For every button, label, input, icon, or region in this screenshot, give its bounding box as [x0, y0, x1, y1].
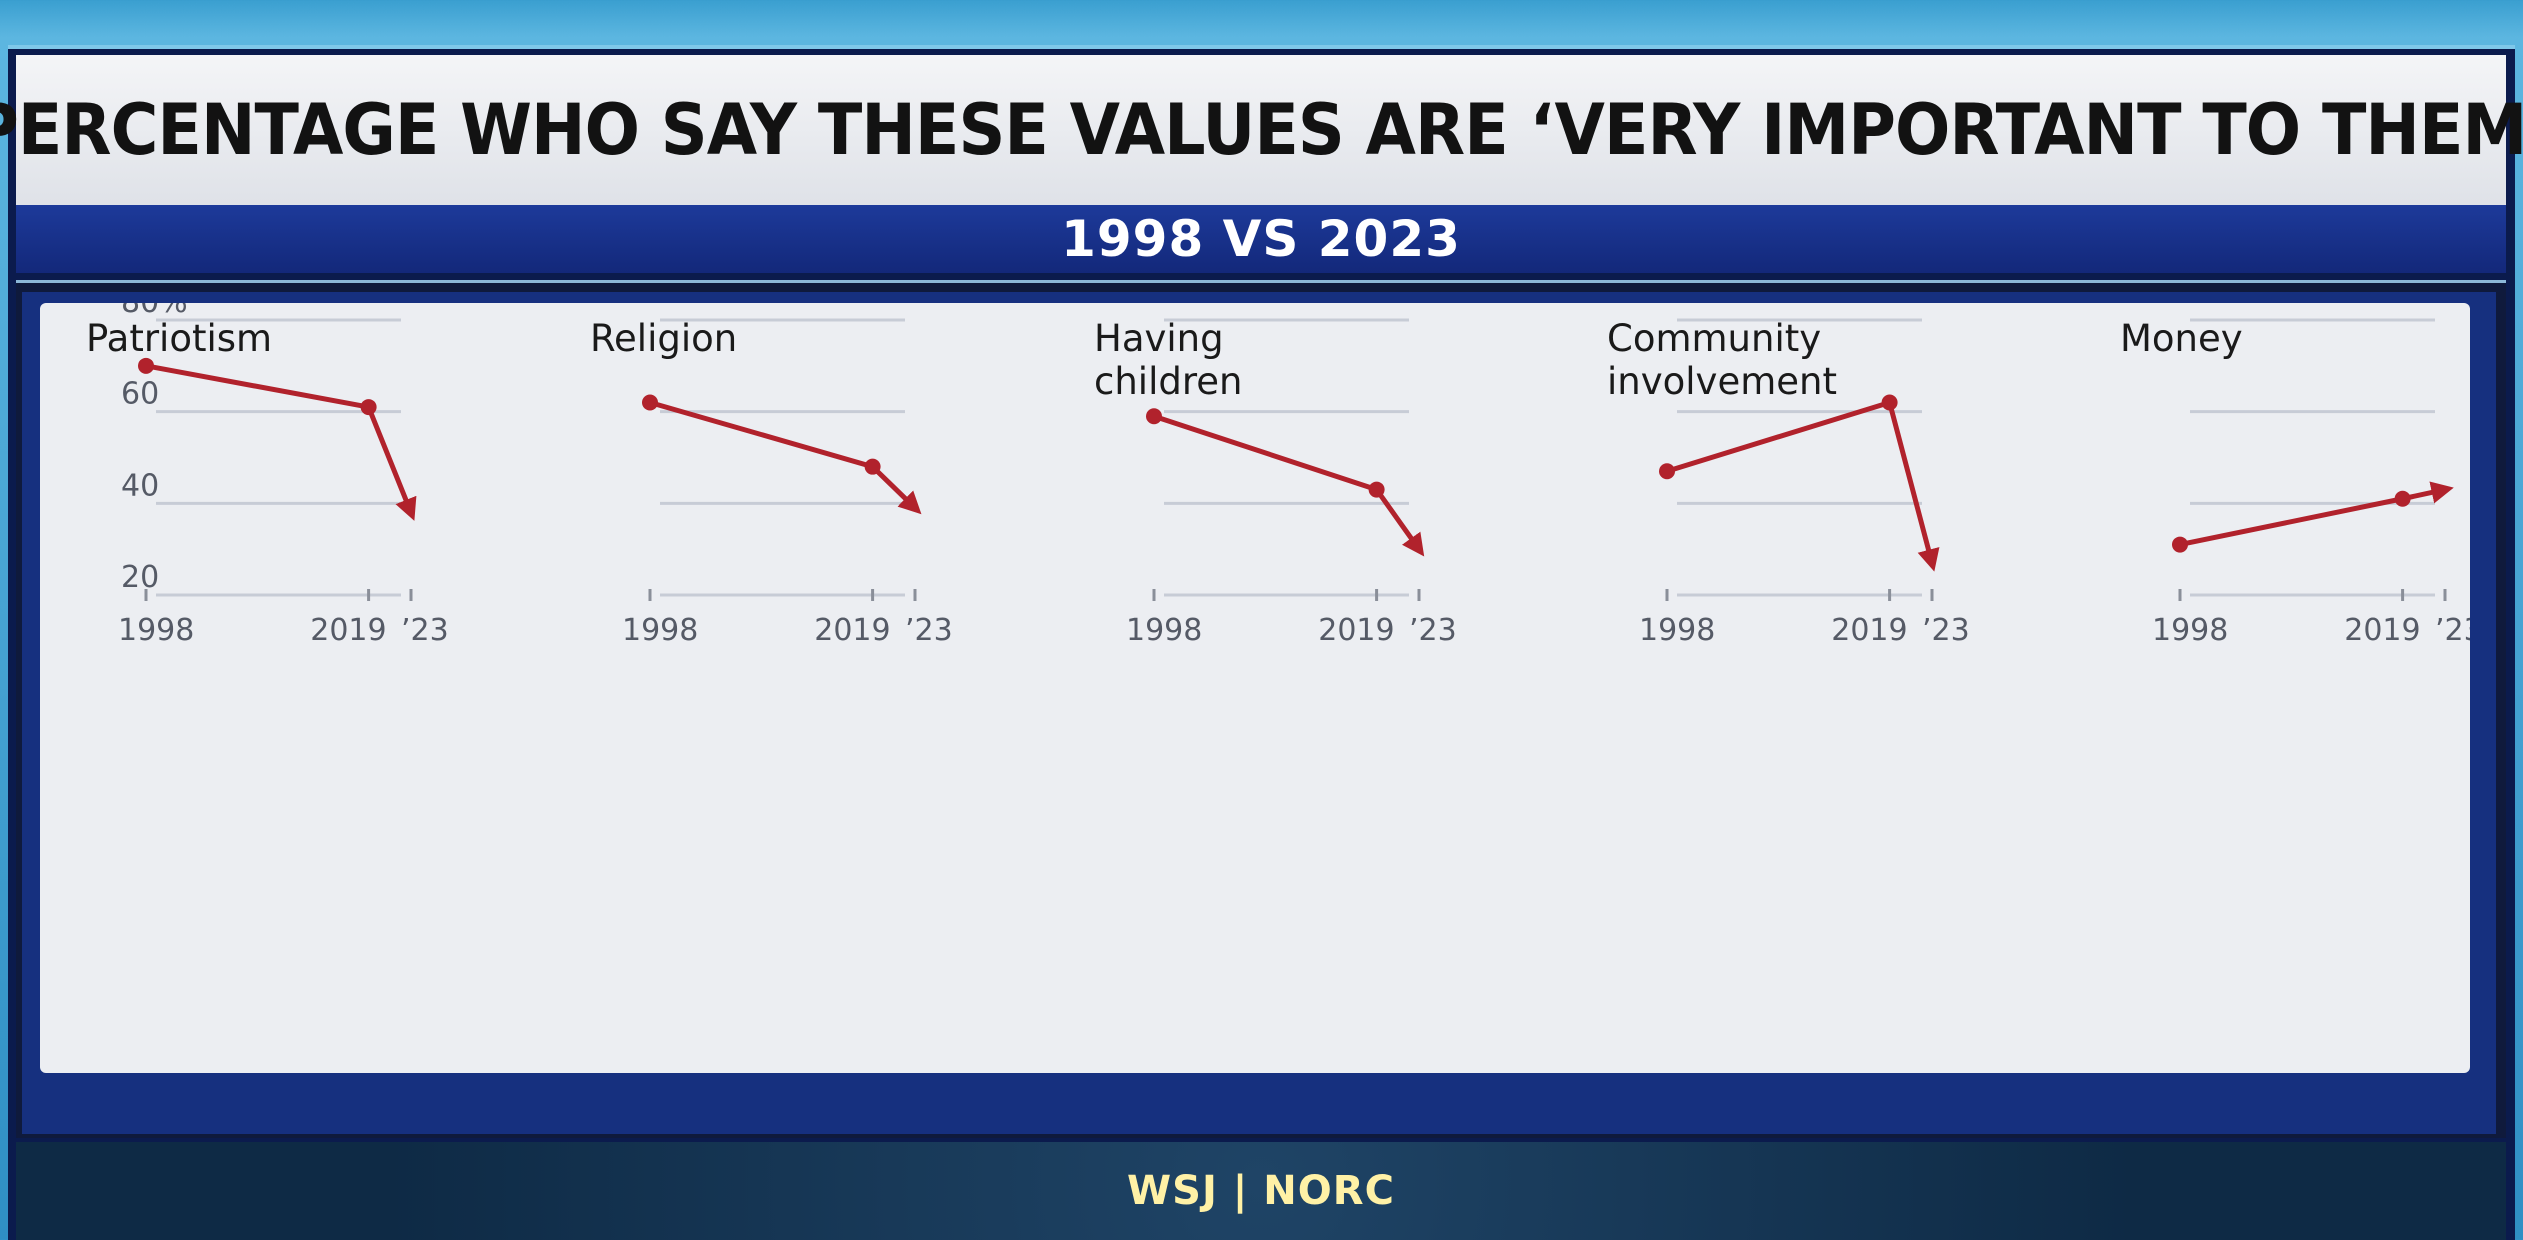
- panel-title: Having: [1094, 317, 1224, 360]
- y-tick-label: 60: [121, 377, 159, 412]
- data-point: [360, 399, 377, 416]
- panel-title: Patriotism: [86, 317, 272, 360]
- panel-patriotism: Patriotism80% 60 40 20 1998 2019 ’23: [86, 303, 449, 648]
- data-point: [1146, 408, 1162, 425]
- series-line: [649, 400, 922, 515]
- x-tick-label: ’23: [401, 613, 449, 648]
- x-tick-label: 2019: [814, 613, 890, 648]
- footer: WSJ | NORC: [16, 1142, 2506, 1240]
- data-point: [642, 394, 658, 411]
- x-tick-label: 1998: [2152, 613, 2228, 648]
- x-tick-label: 2019: [2344, 613, 2420, 648]
- series-line: [145, 363, 417, 521]
- subtitle-bar: 1998 VS 2023: [16, 205, 2506, 273]
- panel-title: Money: [2120, 317, 2243, 360]
- data-point: [2394, 490, 2411, 507]
- y-tick-label: 40: [121, 468, 159, 503]
- y-tick-label: 80%: [121, 303, 188, 320]
- data-point: [864, 458, 881, 475]
- chart-title: PERCENTAGE WHO SAY THESE VALUES ARE ‘VER…: [0, 89, 2523, 171]
- chart-area: [40, 303, 2470, 1073]
- x-tick-label: 2019: [310, 613, 386, 648]
- x-tick-label: ’23: [905, 613, 953, 648]
- x-tick-label: 1998: [1639, 613, 1715, 648]
- panel-money: Money 1998 2019 ’23: [2120, 317, 2470, 648]
- panel-title: involvement: [1607, 360, 1837, 403]
- panel-title: children: [1094, 360, 1242, 403]
- y-tick-label: 20: [121, 560, 159, 595]
- source-label: WSJ | NORC: [1127, 1168, 1395, 1214]
- panel-title: Religion: [590, 317, 737, 360]
- data-point: [1659, 463, 1675, 480]
- x-tick-label: 2019: [1318, 613, 1394, 648]
- panel-title: Community: [1607, 317, 1821, 360]
- data-point: [1881, 394, 1898, 411]
- x-tick-label: 1998: [118, 613, 194, 648]
- x-tick-label: ’23: [2435, 613, 2470, 648]
- data-point: [138, 357, 154, 374]
- x-tick-label: 2019: [1831, 613, 1907, 648]
- panel-religion: Religion 1998 2019 ’23: [590, 317, 953, 648]
- x-tick-label: 1998: [622, 613, 698, 648]
- title-bar: PERCENTAGE WHO SAY THESE VALUES ARE ‘VER…: [0, 55, 2523, 205]
- series-line: [1666, 399, 1940, 572]
- x-tick-label: 1998: [1126, 613, 1202, 648]
- chart-subtitle: 1998 VS 2023: [1061, 210, 1461, 268]
- x-tick-label: ’23: [1922, 613, 1970, 648]
- data-point: [1368, 481, 1385, 498]
- small-multiples-chart: Patriotism80% 60 40 20 1998 2019 ’23 Religion 19…: [86, 303, 2470, 648]
- x-tick-label: ’23: [1409, 613, 1457, 648]
- data-point: [2172, 536, 2188, 553]
